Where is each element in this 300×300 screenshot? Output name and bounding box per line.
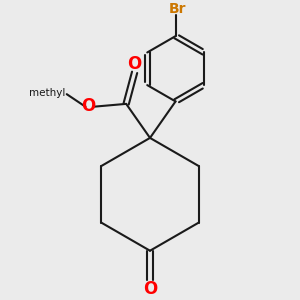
Text: Br: Br	[168, 2, 186, 16]
Text: methyl: methyl	[29, 88, 65, 98]
Text: O: O	[143, 280, 157, 298]
Text: O: O	[128, 55, 142, 73]
Text: O: O	[81, 97, 96, 115]
